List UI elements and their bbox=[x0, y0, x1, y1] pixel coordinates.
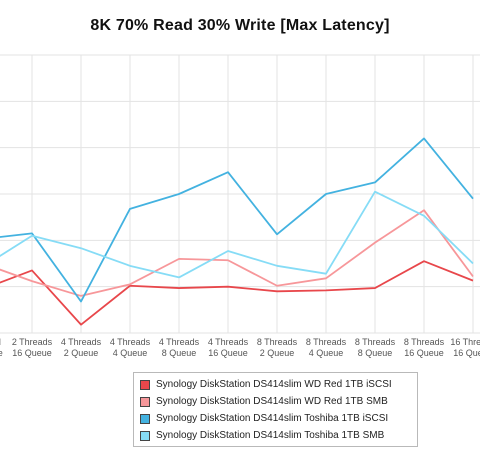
legend-label: Synology DiskStation DS414slim WD Red 1T… bbox=[156, 379, 392, 390]
series-line-4 bbox=[0, 190, 474, 279]
x-tick-label: 4 Threads 8 Queue bbox=[159, 337, 200, 358]
x-tick-label: 2 Threads 16 Queue bbox=[12, 337, 53, 358]
legend-swatch bbox=[140, 396, 150, 407]
x-tick-label: 1 Thread16 Queue bbox=[0, 337, 3, 358]
x-tick-label: 8 Threads 8 Queue bbox=[355, 337, 396, 358]
x-tick-label: 4 Threads 2 Queue bbox=[61, 337, 102, 358]
legend-swatch bbox=[140, 379, 150, 390]
legend-item: Synology DiskStation DS414slim Toshiba 1… bbox=[136, 410, 417, 427]
legend-item: Synology DiskStation DS414slim Toshiba 1… bbox=[136, 427, 417, 444]
legend-swatch bbox=[140, 413, 150, 424]
series-line-1 bbox=[0, 260, 474, 326]
legend: Synology DiskStation DS414slim WD Red 1T… bbox=[133, 372, 418, 447]
x-tick-label: 4 Threads 16 Queue bbox=[208, 337, 249, 358]
chart-title: 8K 70% Read 30% Write [Max Latency] bbox=[90, 17, 390, 34]
x-tick-label: 8 Threads 2 Queue bbox=[257, 337, 298, 358]
legend-swatch bbox=[140, 430, 150, 441]
legend-label: Synology DiskStation DS414slim WD Red 1T… bbox=[156, 396, 388, 407]
legend-label: Synology DiskStation DS414slim Toshiba 1… bbox=[156, 413, 389, 424]
x-tick-label: 8 Threads 16 Queue bbox=[404, 337, 445, 358]
series-line-3 bbox=[0, 137, 474, 303]
x-tick-label: 8 Threads 4 Queue bbox=[306, 337, 347, 358]
legend-item: Synology DiskStation DS414slim WD Red 1T… bbox=[136, 393, 417, 410]
x-tick-label: 4 Threads 4 Queue bbox=[110, 337, 151, 358]
series-line-2 bbox=[0, 209, 474, 297]
legend-label: Synology DiskStation DS414slim Toshiba 1… bbox=[156, 430, 385, 441]
legend-item: Synology DiskStation DS414slim WD Red 1T… bbox=[136, 376, 417, 393]
